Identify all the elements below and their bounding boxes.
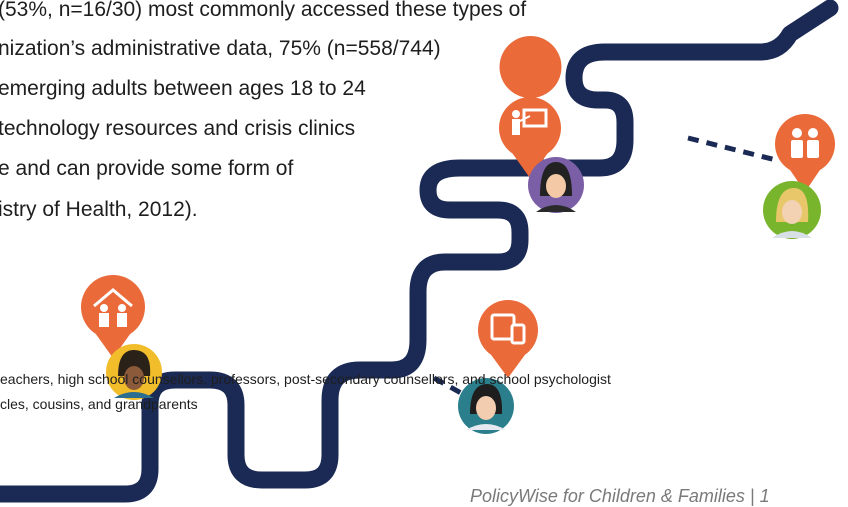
body-text-line: emerging adults between ages 18 to 24	[0, 77, 366, 100]
avatar-woman-purple-icon	[528, 157, 584, 213]
avatar-woman-teal-icon	[458, 378, 514, 434]
body-text-line: e and can provide some form of	[0, 157, 294, 180]
avatar-blonde-green-icon	[763, 181, 821, 239]
body-text-line: technology resources and crisis clinics	[0, 117, 356, 140]
dashed-connector-lower	[432, 375, 472, 401]
devices-pin-icon	[478, 300, 538, 378]
body-text-line: istry of Health, 2012).	[0, 198, 198, 221]
body-text-line: (53%, n=16/30) most commonly accessed th…	[0, 0, 527, 21]
page-footer: PolicyWise for Children & Families | 1	[470, 486, 770, 506]
teacher-pin-icon	[499, 36, 562, 178]
avatar-man-yellow-icon	[106, 344, 162, 400]
dashed-connector-right	[687, 135, 777, 163]
footnote-line: eachers, high school counsellors, profes…	[0, 371, 611, 387]
footnote-line: cles, cousins, and grandparents	[0, 396, 198, 412]
body-text-line: nization’s administrative data, 75% (n=5…	[0, 37, 441, 60]
family-pin-icon	[775, 114, 835, 192]
home-family-pin-icon	[81, 275, 145, 358]
